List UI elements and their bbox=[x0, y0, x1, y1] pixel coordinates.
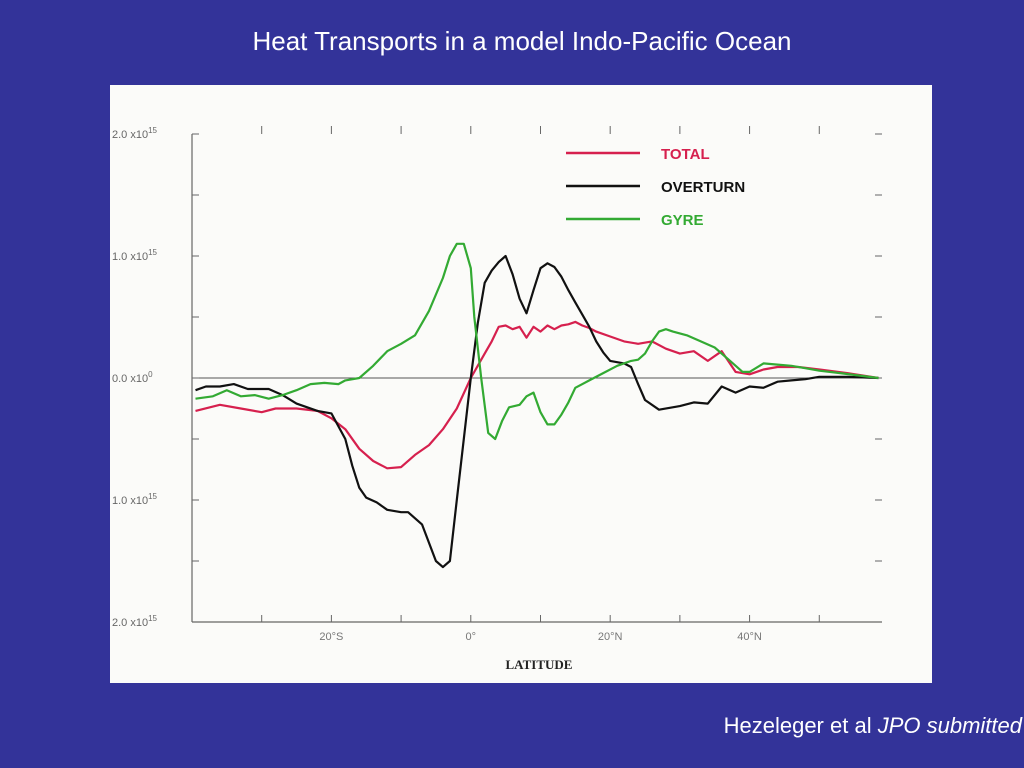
series-line-overturn bbox=[195, 254, 879, 569]
legend-label-gyre: GYRE bbox=[661, 212, 704, 229]
plot-frame bbox=[191, 134, 882, 623]
y-tick-label: 2.0 x1015 bbox=[112, 614, 158, 629]
legend-label-total: TOTAL bbox=[661, 146, 710, 163]
x-tick-label: 20°N bbox=[598, 631, 623, 643]
y-tick-label: 1.0 x1015 bbox=[112, 248, 158, 263]
credit: Hezeleger et al JPO submitted bbox=[724, 713, 1022, 739]
x-tick-labels: 20°S 0° 20°N 40°N bbox=[319, 631, 762, 643]
axis-ticks bbox=[192, 126, 882, 623]
heat-transport-chart: 2.0 x1015 1.0 x1015 0.0 x100 1.0 x1015 2.0 x… bbox=[112, 126, 882, 672]
chart-legend: TOTAL OVERTURN GYRE bbox=[566, 146, 745, 229]
y-tick-labels: 2.0 x1015 1.0 x1015 0.0 x100 1.0 x1015 2.0 x… bbox=[112, 126, 158, 629]
x-tick-label: 40°N bbox=[737, 631, 762, 643]
legend-label-overturn: OVERTURN bbox=[661, 179, 745, 196]
credit-authors: Hezeleger et al bbox=[723, 713, 872, 738]
x-axis-label: LATITUDE bbox=[506, 657, 573, 672]
data-series bbox=[195, 242, 879, 569]
x-tick-label: 20°S bbox=[319, 631, 343, 643]
y-tick-label: 0.0 x100 bbox=[112, 370, 153, 385]
slide-title: Heat Transports in a model Indo-Pacific … bbox=[252, 26, 792, 56]
y-tick-label: 2.0 x1015 bbox=[112, 126, 158, 141]
chart-figure: 2.0 x1015 1.0 x1015 0.0 x100 1.0 x1015 2.0 x… bbox=[110, 85, 932, 683]
x-tick-label: 0° bbox=[466, 631, 477, 643]
series-line-total bbox=[195, 320, 879, 470]
credit-journal: JPO submitted bbox=[877, 713, 1022, 738]
series-line-gyre bbox=[195, 242, 879, 441]
y-tick-label: 1.0 x1015 bbox=[112, 492, 158, 507]
